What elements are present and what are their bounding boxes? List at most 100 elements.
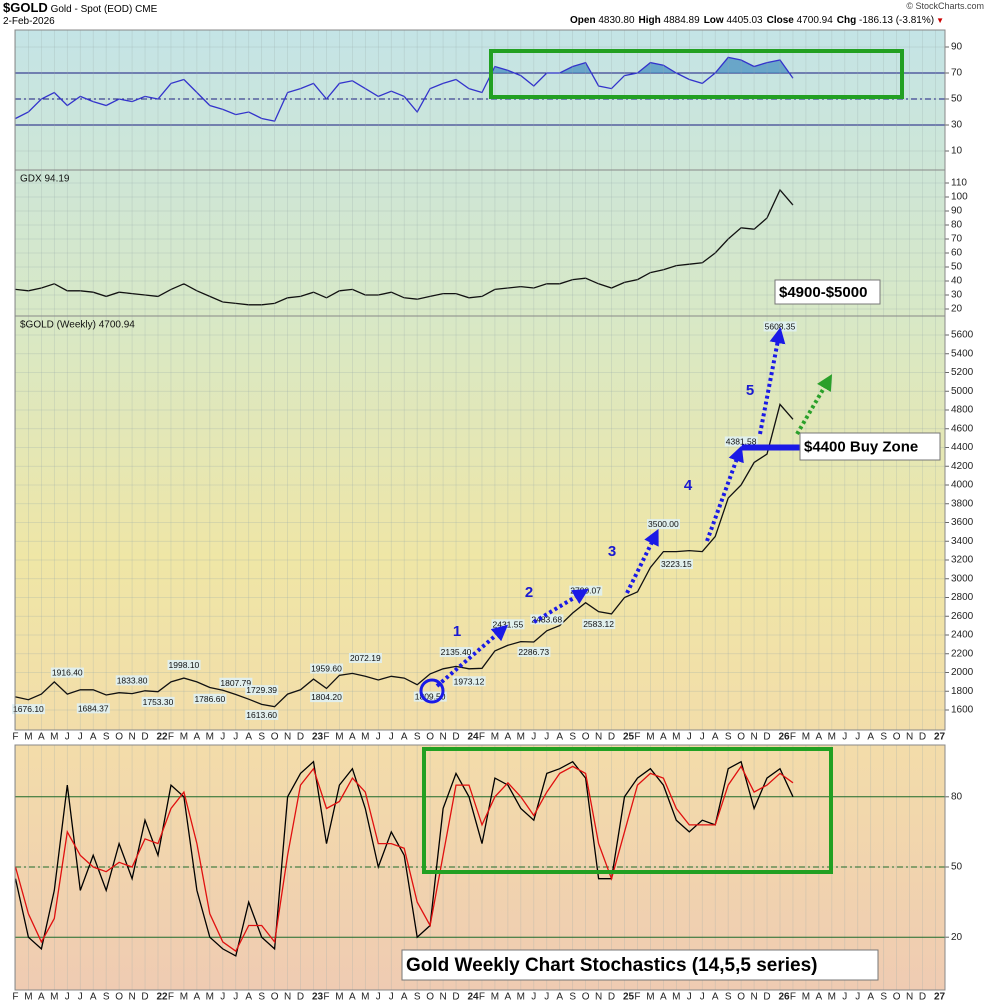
x-tick-label: O [426,732,434,743]
annotation-label: 2072.19 [350,653,381,663]
x-tick-label: A [556,992,563,1003]
annotation-box [763,321,797,332]
quote-value: -186.13 (-3.81%) [859,15,935,26]
exchange: CME [135,4,158,15]
y-tick-label: 5000 [951,386,974,397]
annotation-label: 4381.58 [726,436,757,446]
x-tick-label: S [725,992,732,1003]
x-tick-label: A [38,992,45,1003]
x-tick-label: 25 [623,732,635,743]
x-tick-label: F [790,992,796,1003]
x-tick-label: S [414,992,421,1003]
x-tick-label: A [245,992,252,1003]
annotation-box [582,619,616,630]
x-tick-label: J [78,732,83,743]
x-tick-label: A [816,992,823,1003]
x-tick-label: J [376,732,381,743]
x-tick-label: D [763,732,770,743]
annotation-label: 1833.80 [117,675,148,685]
wave-label: 3 [608,543,616,560]
x-tick-label: A [349,992,356,1003]
annotation-box [50,667,84,678]
series-line [14,760,794,957]
x-tick-label: J [233,732,238,743]
x-tick-label: 23 [312,732,324,743]
y-tick-label: 4600 [951,423,974,434]
x-tick-label: 26 [778,992,790,1003]
header: $GOLD Gold - Spot (EOD) CME 2-Feb-2026 [3,1,158,28]
x-tick-label: S [414,732,421,743]
x-tick-label: M [50,732,58,743]
annotation-box [167,659,201,670]
annotation-box [491,619,525,630]
axis-strip [15,730,945,745]
x-tick-label: D [919,732,926,743]
y-tick-label: 90 [951,206,963,217]
x-tick-label: N [906,992,913,1003]
y-tick-label: 50 [951,94,963,105]
y-tick-label: 5200 [951,367,974,378]
highlight-circle [419,678,445,704]
y-tick-label: 80 [951,791,963,802]
x-tick-label: 27 [934,732,946,743]
x-tick-label: M [361,992,369,1003]
quote-value: 4405.03 [726,15,763,26]
x-tick-label: M [828,732,836,743]
y-tick-label: 2400 [951,630,974,641]
x-tick-label: F [790,732,796,743]
y-tick-label: 4400 [951,442,974,453]
annotation-label: 2431.55 [493,619,524,629]
y-tick-label: 2000 [951,667,974,678]
annotation-box [530,614,564,625]
x-tick-label: 23 [312,992,324,1003]
x-tick-label: A [505,992,512,1003]
x-tick-label: N [595,732,602,743]
series-line [14,765,794,953]
x-tick-label: N [595,992,602,1003]
annotation-box [219,677,253,688]
x-tick-label: M [646,992,654,1003]
y-tick-label: 3600 [951,517,974,528]
x-tick-label: D [452,992,459,1003]
x-tick-label: M [335,992,343,1003]
x-tick-label: J [544,992,549,1003]
y-tick-label: 70 [951,234,963,245]
y-tick-label: 4800 [951,405,974,416]
x-tick-label: S [103,992,110,1003]
x-tick-label: J [700,992,705,1003]
annotation-box [12,704,46,715]
annotation-label: 1807.79 [220,678,251,688]
annotation-box [413,691,447,702]
arrow [705,445,744,542]
x-tick-label: M [50,992,58,1003]
x-tick-label: J [531,732,536,743]
annotation-label: 2483.68 [531,614,562,624]
x-tick-label: O [893,992,901,1003]
x-tick-label: J [389,992,394,1003]
x-tick-label: O [115,732,123,743]
y-tick-label: 4200 [951,461,974,472]
arrow [758,327,786,435]
x-tick-label: S [569,992,576,1003]
x-tick-label: F [479,732,485,743]
annotations-overlay [419,49,904,874]
x-tick-label: F [168,992,174,1003]
x-tick-label: F [634,732,640,743]
y-tick-label: 80 [951,220,963,231]
y-tick-label: 20 [951,304,963,315]
annotation-box [193,693,227,704]
x-tick-label: M [802,732,810,743]
callout-text: $4400 Buy Zone [804,438,918,455]
x-tick-label: A [349,732,356,743]
y-tick-label: 50 [951,862,963,873]
y-tick-label: 2200 [951,648,974,659]
panel-title: $GOLD (Weekly) 4700.94 [20,320,135,331]
wave-label: 5 [746,382,754,399]
x-tick-label: A [712,732,719,743]
series-line [15,56,794,122]
y-tick-label: 20 [951,932,963,943]
annotation-label: 1786.60 [194,694,225,704]
x-tick-label: J [531,992,536,1003]
annotation-box [310,663,344,674]
y-tick-label: 90 [951,42,963,53]
